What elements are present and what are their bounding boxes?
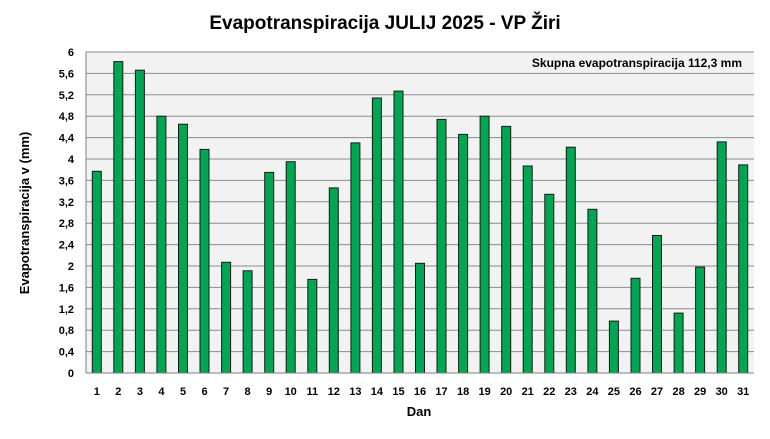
bar-day-9 [264, 171, 275, 374]
bar-day-19 [479, 115, 490, 374]
x-tick-label: 22 [543, 386, 555, 398]
bar-day-11 [307, 278, 318, 374]
x-tick-label: 12 [328, 386, 340, 398]
y-tick-label: 3,2 [59, 197, 74, 209]
y-tick-label: 1,6 [59, 282, 74, 294]
y-tick-label: 2,4 [59, 240, 75, 252]
x-tick-label: 26 [629, 386, 641, 398]
bar-day-28 [673, 312, 684, 374]
x-tick-label: 7 [223, 386, 229, 398]
x-tick-label: 25 [608, 386, 620, 398]
bar-day-15 [393, 90, 404, 374]
bar-day-7 [221, 261, 232, 374]
bar-day-12 [328, 187, 339, 374]
bar-day-24 [587, 208, 598, 374]
x-tick-label: 15 [392, 386, 404, 398]
bar-day-22 [544, 193, 555, 374]
bar-day-29 [695, 266, 706, 374]
y-tick-label: 6 [68, 47, 74, 59]
x-tick-label: 24 [586, 386, 599, 398]
bar-day-6 [199, 148, 210, 374]
x-tick-label: 8 [245, 386, 251, 398]
bar-day-20 [501, 125, 512, 374]
bar-day-17 [436, 118, 447, 374]
x-tick-label: 23 [565, 386, 577, 398]
y-tick-label: 4 [68, 154, 75, 166]
y-tick-label: 3,6 [59, 175, 74, 187]
bar-day-13 [350, 142, 361, 374]
x-tick-label: 14 [371, 386, 384, 398]
bar-day-18 [458, 133, 469, 374]
y-tick-label: 2 [68, 261, 74, 273]
bar-day-1 [91, 170, 102, 374]
x-tick-label: 29 [694, 386, 706, 398]
x-tick-label: 6 [201, 386, 207, 398]
x-tick-label: 2 [115, 386, 121, 398]
total-annotation: Skupna evapotranspiracija 112,3 mm [532, 56, 742, 70]
x-tick-label: 27 [651, 386, 663, 398]
x-tick-label: 30 [716, 386, 728, 398]
y-tick-label: 0,4 [59, 347, 75, 359]
chart-title: Evapotranspiracija JULIJ 2025 - VP Žiri [209, 12, 560, 34]
x-tick-label: 17 [435, 386, 447, 398]
y-tick-label: 4,8 [59, 111, 74, 123]
bar-day-25 [608, 320, 619, 374]
y-tick-label: 4,4 [59, 133, 75, 145]
x-tick-label: 3 [137, 386, 143, 398]
bar-day-8 [242, 270, 253, 374]
x-tick-label: 10 [285, 386, 297, 398]
bar-day-4 [156, 115, 167, 374]
bar-day-26 [630, 277, 641, 374]
bar-day-10 [285, 161, 296, 374]
bar-day-31 [738, 164, 749, 374]
y-tick-label: 1,2 [59, 304, 74, 316]
x-tick-label: 13 [349, 386, 361, 398]
x-tick-label: 18 [457, 386, 469, 398]
bar-day-23 [565, 146, 576, 374]
x-tick-label: 5 [180, 386, 186, 398]
y-axis-title: Evapotranspiracija v (mm) [17, 132, 32, 295]
bar-day-16 [415, 262, 425, 374]
x-tick-label: 21 [522, 386, 534, 398]
bar-day-2 [113, 61, 124, 374]
x-tick-label: 1 [94, 386, 100, 398]
x-tick-label: 31 [737, 386, 749, 398]
bar-day-21 [522, 165, 533, 374]
plot-area: 0 0,4 0,8 1,2 1,6 2 2,4 2,8 3,2 3,6 4 4,4 4,8 5,2 5,6 6… [59, 47, 754, 398]
x-tick-label: 16 [414, 386, 426, 398]
bar-day-30 [716, 141, 727, 374]
x-tick-label: 19 [478, 386, 490, 398]
y-tick-label: 5,2 [59, 90, 74, 102]
y-tick-label: 0 [68, 368, 74, 380]
x-tick-label: 4 [158, 386, 165, 398]
x-tick-label: 20 [500, 386, 512, 398]
x-tick-label: 9 [266, 386, 272, 398]
x-tick-label: 28 [672, 386, 684, 398]
bar-day-27 [652, 235, 662, 374]
y-tick-label: 5,6 [59, 68, 74, 80]
y-tick-label: 2,8 [59, 218, 74, 230]
bar-day-3 [134, 69, 145, 374]
bar-day-5 [178, 123, 188, 374]
x-tick-label: 11 [306, 386, 318, 398]
y-tick-label: 0,8 [59, 325, 74, 337]
bar-day-14 [371, 97, 382, 374]
x-axis-title: Dan [407, 404, 432, 419]
